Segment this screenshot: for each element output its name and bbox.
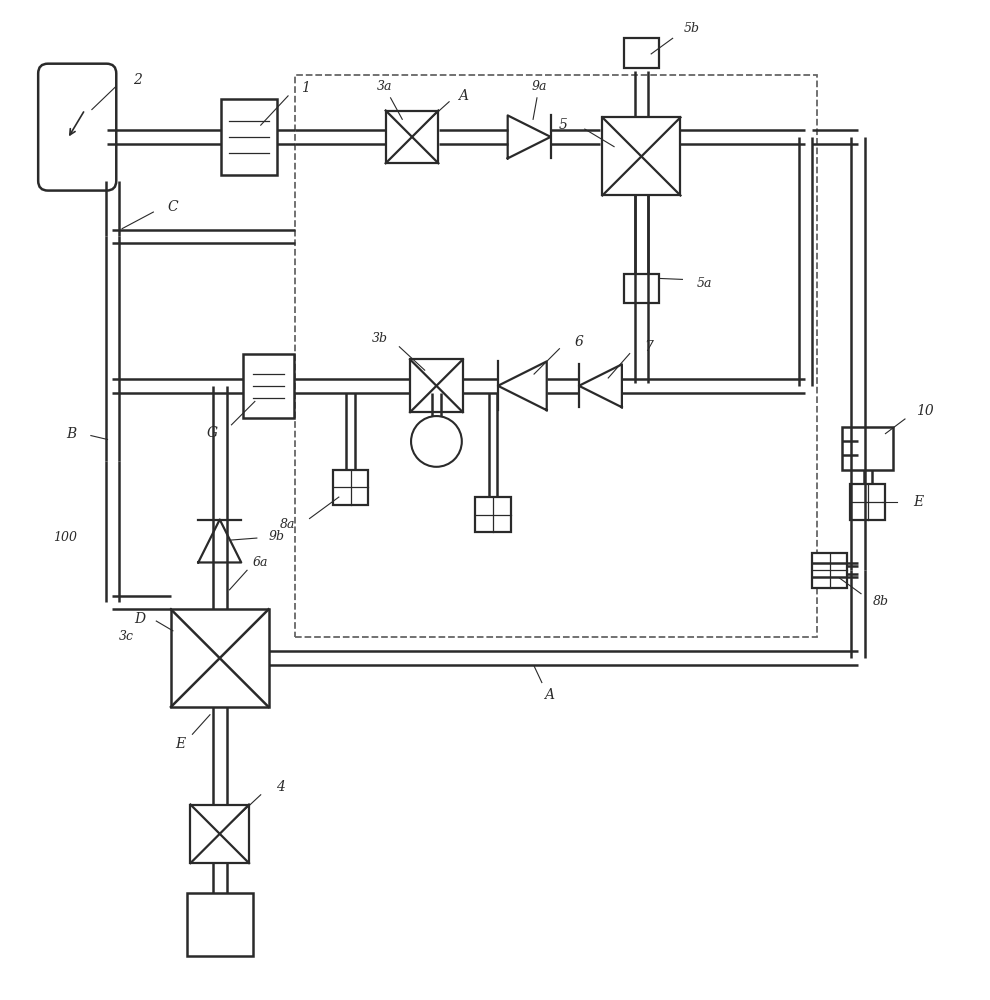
Text: G: G [206, 426, 218, 440]
Text: 5b: 5b [684, 22, 700, 35]
Text: 5: 5 [559, 118, 568, 132]
Bar [475, 497, 511, 532]
Text: 3a: 3a [377, 80, 392, 93]
FancyBboxPatch shape [39, 64, 116, 191]
Text: 3b: 3b [372, 332, 388, 345]
Text: E: E [175, 737, 186, 751]
Text: 3c: 3c [119, 630, 134, 643]
Text: 6a: 6a [253, 556, 268, 569]
Text: A: A [544, 688, 553, 702]
Bar [410, 359, 462, 412]
Text: 100: 100 [53, 531, 77, 544]
Text: 10: 10 [916, 404, 934, 418]
Text: A: A [457, 89, 468, 103]
Text: D: D [134, 612, 146, 626]
Bar [171, 609, 268, 707]
Bar [624, 38, 659, 68]
Text: 6: 6 [574, 335, 583, 349]
Bar [624, 274, 659, 303]
Bar [602, 117, 680, 195]
Bar [190, 805, 249, 863]
Bar [221, 99, 277, 175]
Text: 1: 1 [301, 81, 310, 95]
Text: 4: 4 [276, 780, 285, 794]
Bar [386, 111, 439, 163]
Bar [244, 354, 294, 418]
Text: 7: 7 [644, 340, 653, 354]
Bar [186, 893, 252, 956]
Bar [333, 470, 368, 505]
Text: B: B [66, 427, 76, 441]
Text: 2: 2 [134, 73, 143, 87]
Text: 9b: 9b [268, 530, 284, 543]
Bar [842, 427, 893, 470]
Bar [850, 484, 885, 520]
Text: 8b: 8b [872, 595, 889, 608]
Text: 8a: 8a [279, 518, 295, 531]
Text: C: C [167, 200, 178, 214]
Text: E: E [914, 495, 924, 509]
Bar [812, 553, 847, 588]
Text: 5a: 5a [697, 277, 713, 290]
Text: 9a: 9a [532, 80, 546, 93]
